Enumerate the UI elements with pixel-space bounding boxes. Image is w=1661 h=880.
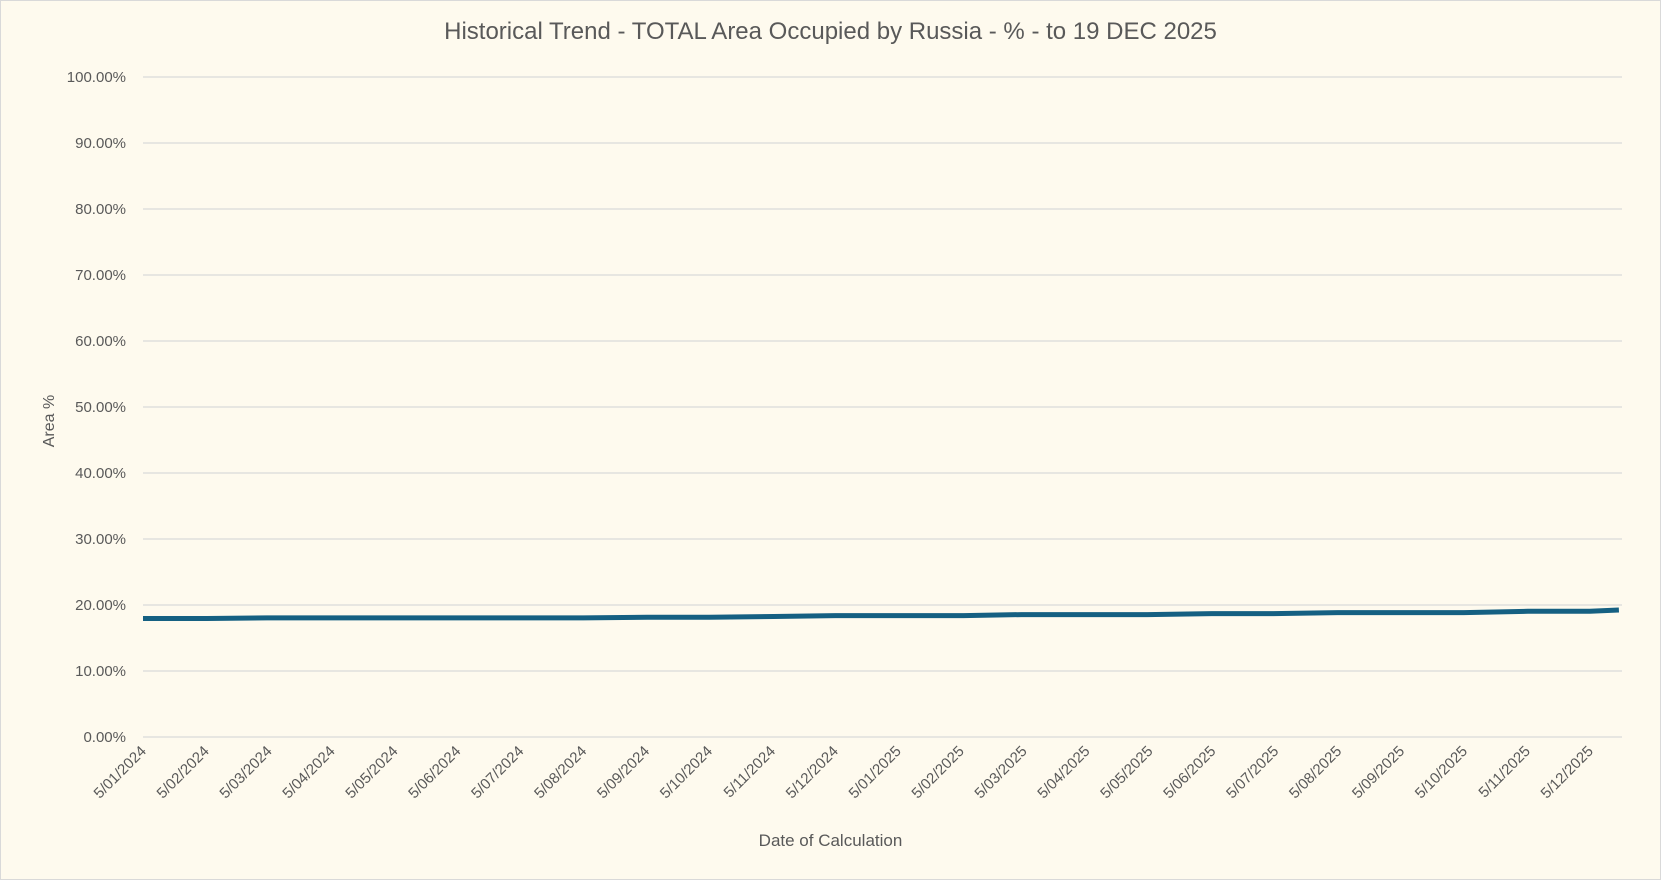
x-tick-label: 5/09/2024 [594, 743, 653, 802]
y-tick-label: 50.00% [75, 399, 126, 416]
x-tick-label: 5/05/2024 [342, 743, 401, 802]
y-tick-label: 30.00% [75, 531, 126, 548]
x-tick-label: 5/10/2025 [1412, 743, 1471, 802]
x-tick-label: 5/08/2024 [531, 743, 590, 802]
y-tick-label: 60.00% [75, 333, 126, 350]
x-tick-label: 5/03/2024 [216, 743, 275, 802]
chart-title: Historical Trend - TOTAL Area Occupied b… [444, 18, 1217, 45]
x-tick-label: 5/02/2024 [154, 743, 213, 802]
series-line [143, 607, 1620, 621]
x-tick-label: 5/07/2025 [1223, 743, 1282, 802]
y-tick-label: 40.00% [75, 465, 126, 482]
x-tick-label: 5/09/2025 [1349, 743, 1408, 802]
x-tick-label: 5/11/2025 [1475, 743, 1533, 801]
y-tick-label: 100.00% [67, 69, 126, 86]
x-tick-label: 5/11/2024 [721, 743, 779, 801]
x-tick-label: 5/01/2024 [91, 743, 150, 802]
x-tick-label: 5/12/2025 [1538, 743, 1597, 802]
y-tick-label: 10.00% [75, 663, 126, 680]
y-tick-label: 80.00% [75, 201, 126, 218]
x-tick-label: 5/08/2025 [1286, 743, 1345, 802]
x-tick-label: 5/06/2025 [1160, 743, 1219, 802]
y-tick-label: 0.00% [83, 729, 126, 746]
x-axis-label: Date of Calculation [758, 831, 903, 850]
x-tick-label: 5/04/2025 [1034, 743, 1093, 802]
x-tick-label: 5/10/2024 [657, 743, 716, 802]
x-tick-label: 5/01/2025 [846, 743, 905, 802]
x-tick-label: 5/05/2025 [1097, 743, 1156, 802]
x-tick-label: 5/04/2024 [279, 743, 338, 802]
x-tick-label: 5/02/2025 [908, 743, 967, 802]
y-tick-label: 90.00% [75, 135, 126, 152]
x-tick-label: 5/12/2024 [783, 743, 842, 802]
x-tick-label: 5/07/2024 [468, 743, 527, 802]
x-tick-label: 5/06/2024 [405, 743, 464, 802]
y-tick-label: 20.00% [75, 597, 126, 614]
x-tick-label: 5/03/2025 [971, 743, 1030, 802]
y-tick-label: 70.00% [75, 267, 126, 284]
